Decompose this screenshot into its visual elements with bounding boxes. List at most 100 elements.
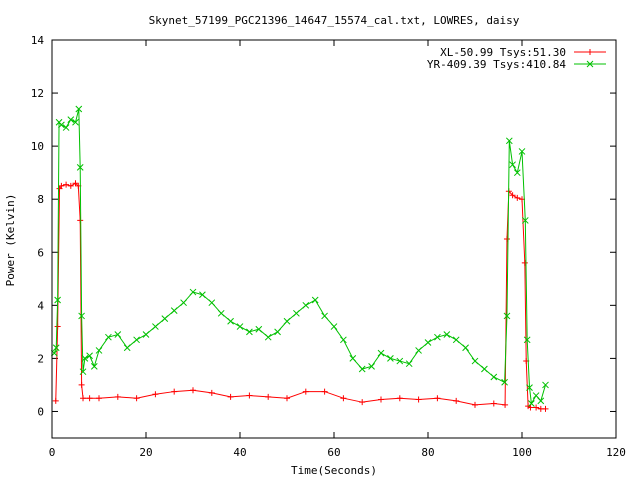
data-point [217,309,225,317]
data-point [523,336,531,344]
data-point [472,401,478,408]
data-point [359,399,366,406]
x-tick-label: 20 [139,446,152,459]
y-tick-label: 0 [37,405,44,418]
data-point [227,317,234,325]
data-point [62,124,70,131]
data-point [302,301,310,309]
x-tick-label: 60 [327,446,340,459]
data-point [180,299,187,307]
data-point [114,393,121,400]
y-tick-label: 4 [37,299,44,312]
data-point [76,164,84,171]
data-point [518,148,526,155]
data-point [284,395,290,402]
data-point [415,347,422,354]
data-point [72,180,79,187]
axis-ticks: 0 20 40 60 80 100 120 0 2 4 6 8 10 12 14 [31,34,626,459]
data-point [321,312,328,320]
data-point [396,357,404,365]
data-point [133,395,140,402]
data-point [405,360,413,368]
x-tick-label: 100 [512,446,532,459]
data-point [208,389,215,396]
data-point [378,396,384,403]
data-point [152,391,159,398]
data-point [340,336,347,344]
y-tick-label: 2 [37,352,44,365]
data-point [503,236,510,242]
data-point [96,395,102,402]
series-1 [52,180,549,412]
data-point [86,352,93,360]
data-point [542,381,549,389]
data-point [105,333,112,341]
data-point [190,387,196,394]
data-point [505,137,513,145]
data-point [532,392,540,399]
data-point [415,396,422,403]
data-point [434,395,441,402]
data-point [349,355,357,362]
data-point [527,404,534,411]
data-point [283,317,291,325]
plot-frame [51,39,617,439]
data-point [152,323,159,330]
data-point [78,381,85,388]
data-point [246,392,253,399]
x-tick-label: 80 [421,446,434,459]
data-point [443,331,451,338]
data-point [170,307,178,314]
x-tick-label: 0 [49,446,56,459]
data-point [526,384,533,391]
data-point [255,325,263,333]
data-point [189,288,197,296]
data-point [227,393,234,400]
data-point [90,363,98,370]
data-point [79,368,87,376]
data-point [528,400,535,407]
data-point [471,357,479,365]
data-point [424,339,432,346]
data-point [80,395,87,402]
data-point [81,355,89,362]
data-point [368,363,375,370]
data-point [142,331,150,338]
data-point [521,259,528,266]
data-point [54,323,61,330]
data-point [75,105,83,113]
data-point [396,395,403,402]
data-point [453,397,460,404]
data-point [358,365,366,373]
data-point [72,118,79,126]
data-point [199,291,206,299]
data-point [95,347,103,354]
data-point [52,344,60,352]
data-point [490,373,498,381]
chart-title: Skynet_57199_PGC21396_14647_15574_cal.tx… [149,14,520,27]
x-tick-label: 120 [606,446,626,459]
data-point [133,336,140,344]
data-point [509,161,516,169]
legend-marker [586,60,594,68]
data-point [274,328,281,336]
data-point [161,315,169,322]
data-point [58,182,65,189]
data-point [340,395,347,402]
legend-marker [587,49,593,55]
data-point [513,169,521,177]
data-point [481,365,488,373]
data-point [67,182,74,189]
data-point [311,296,319,304]
y-tick-label: 6 [37,246,44,259]
y-tick-label: 10 [31,140,44,153]
series-2 [50,105,549,407]
data-point [236,323,244,330]
data-point [67,116,75,123]
data-point [387,355,394,362]
data-point [54,296,61,304]
data-point [502,401,509,408]
data-point [293,309,300,317]
data-point [533,404,540,411]
